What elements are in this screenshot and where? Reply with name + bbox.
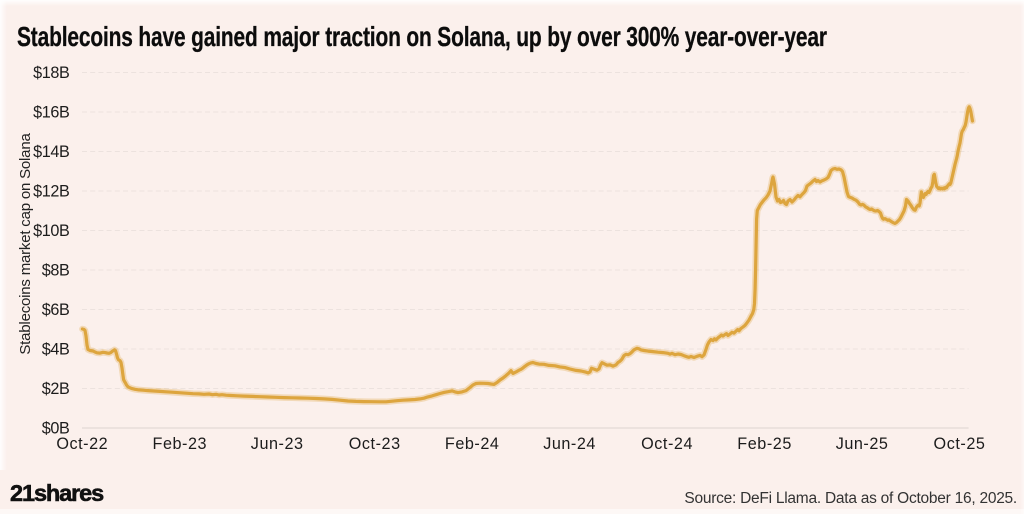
svg-text:$2B: $2B <box>42 380 70 398</box>
svg-text:$8B: $8B <box>42 261 70 279</box>
svg-text:$12B: $12B <box>33 182 69 200</box>
svg-text:Oct-23: Oct-23 <box>349 435 401 453</box>
svg-text:Jun-23: Jun-23 <box>251 435 304 453</box>
svg-text:Jun-24: Jun-24 <box>543 435 596 453</box>
svg-text:Feb-23: Feb-23 <box>153 435 208 453</box>
svg-text:Stablecoins market cap on Sola: Stablecoins market cap on Solana <box>17 133 34 355</box>
svg-text:$14B: $14B <box>33 143 69 161</box>
svg-text:$0B: $0B <box>42 419 70 437</box>
svg-text:$6B: $6B <box>42 301 70 319</box>
svg-text:Oct-25: Oct-25 <box>934 435 986 453</box>
svg-text:$16B: $16B <box>33 103 69 121</box>
svg-text:Oct-24: Oct-24 <box>641 435 693 453</box>
svg-text:$18B: $18B <box>33 64 69 82</box>
svg-text:Jun-25: Jun-25 <box>836 435 889 453</box>
svg-text:Oct-22: Oct-22 <box>56 435 108 453</box>
svg-text:$4B: $4B <box>42 340 70 358</box>
svg-text:Feb-25: Feb-25 <box>737 435 792 453</box>
svg-text:Feb-24: Feb-24 <box>445 435 500 453</box>
svg-text:$10B: $10B <box>33 222 69 240</box>
svg-text:Source: DeFi Llama. Data as of: Source: DeFi Llama. Data as of October 1… <box>684 490 1017 507</box>
